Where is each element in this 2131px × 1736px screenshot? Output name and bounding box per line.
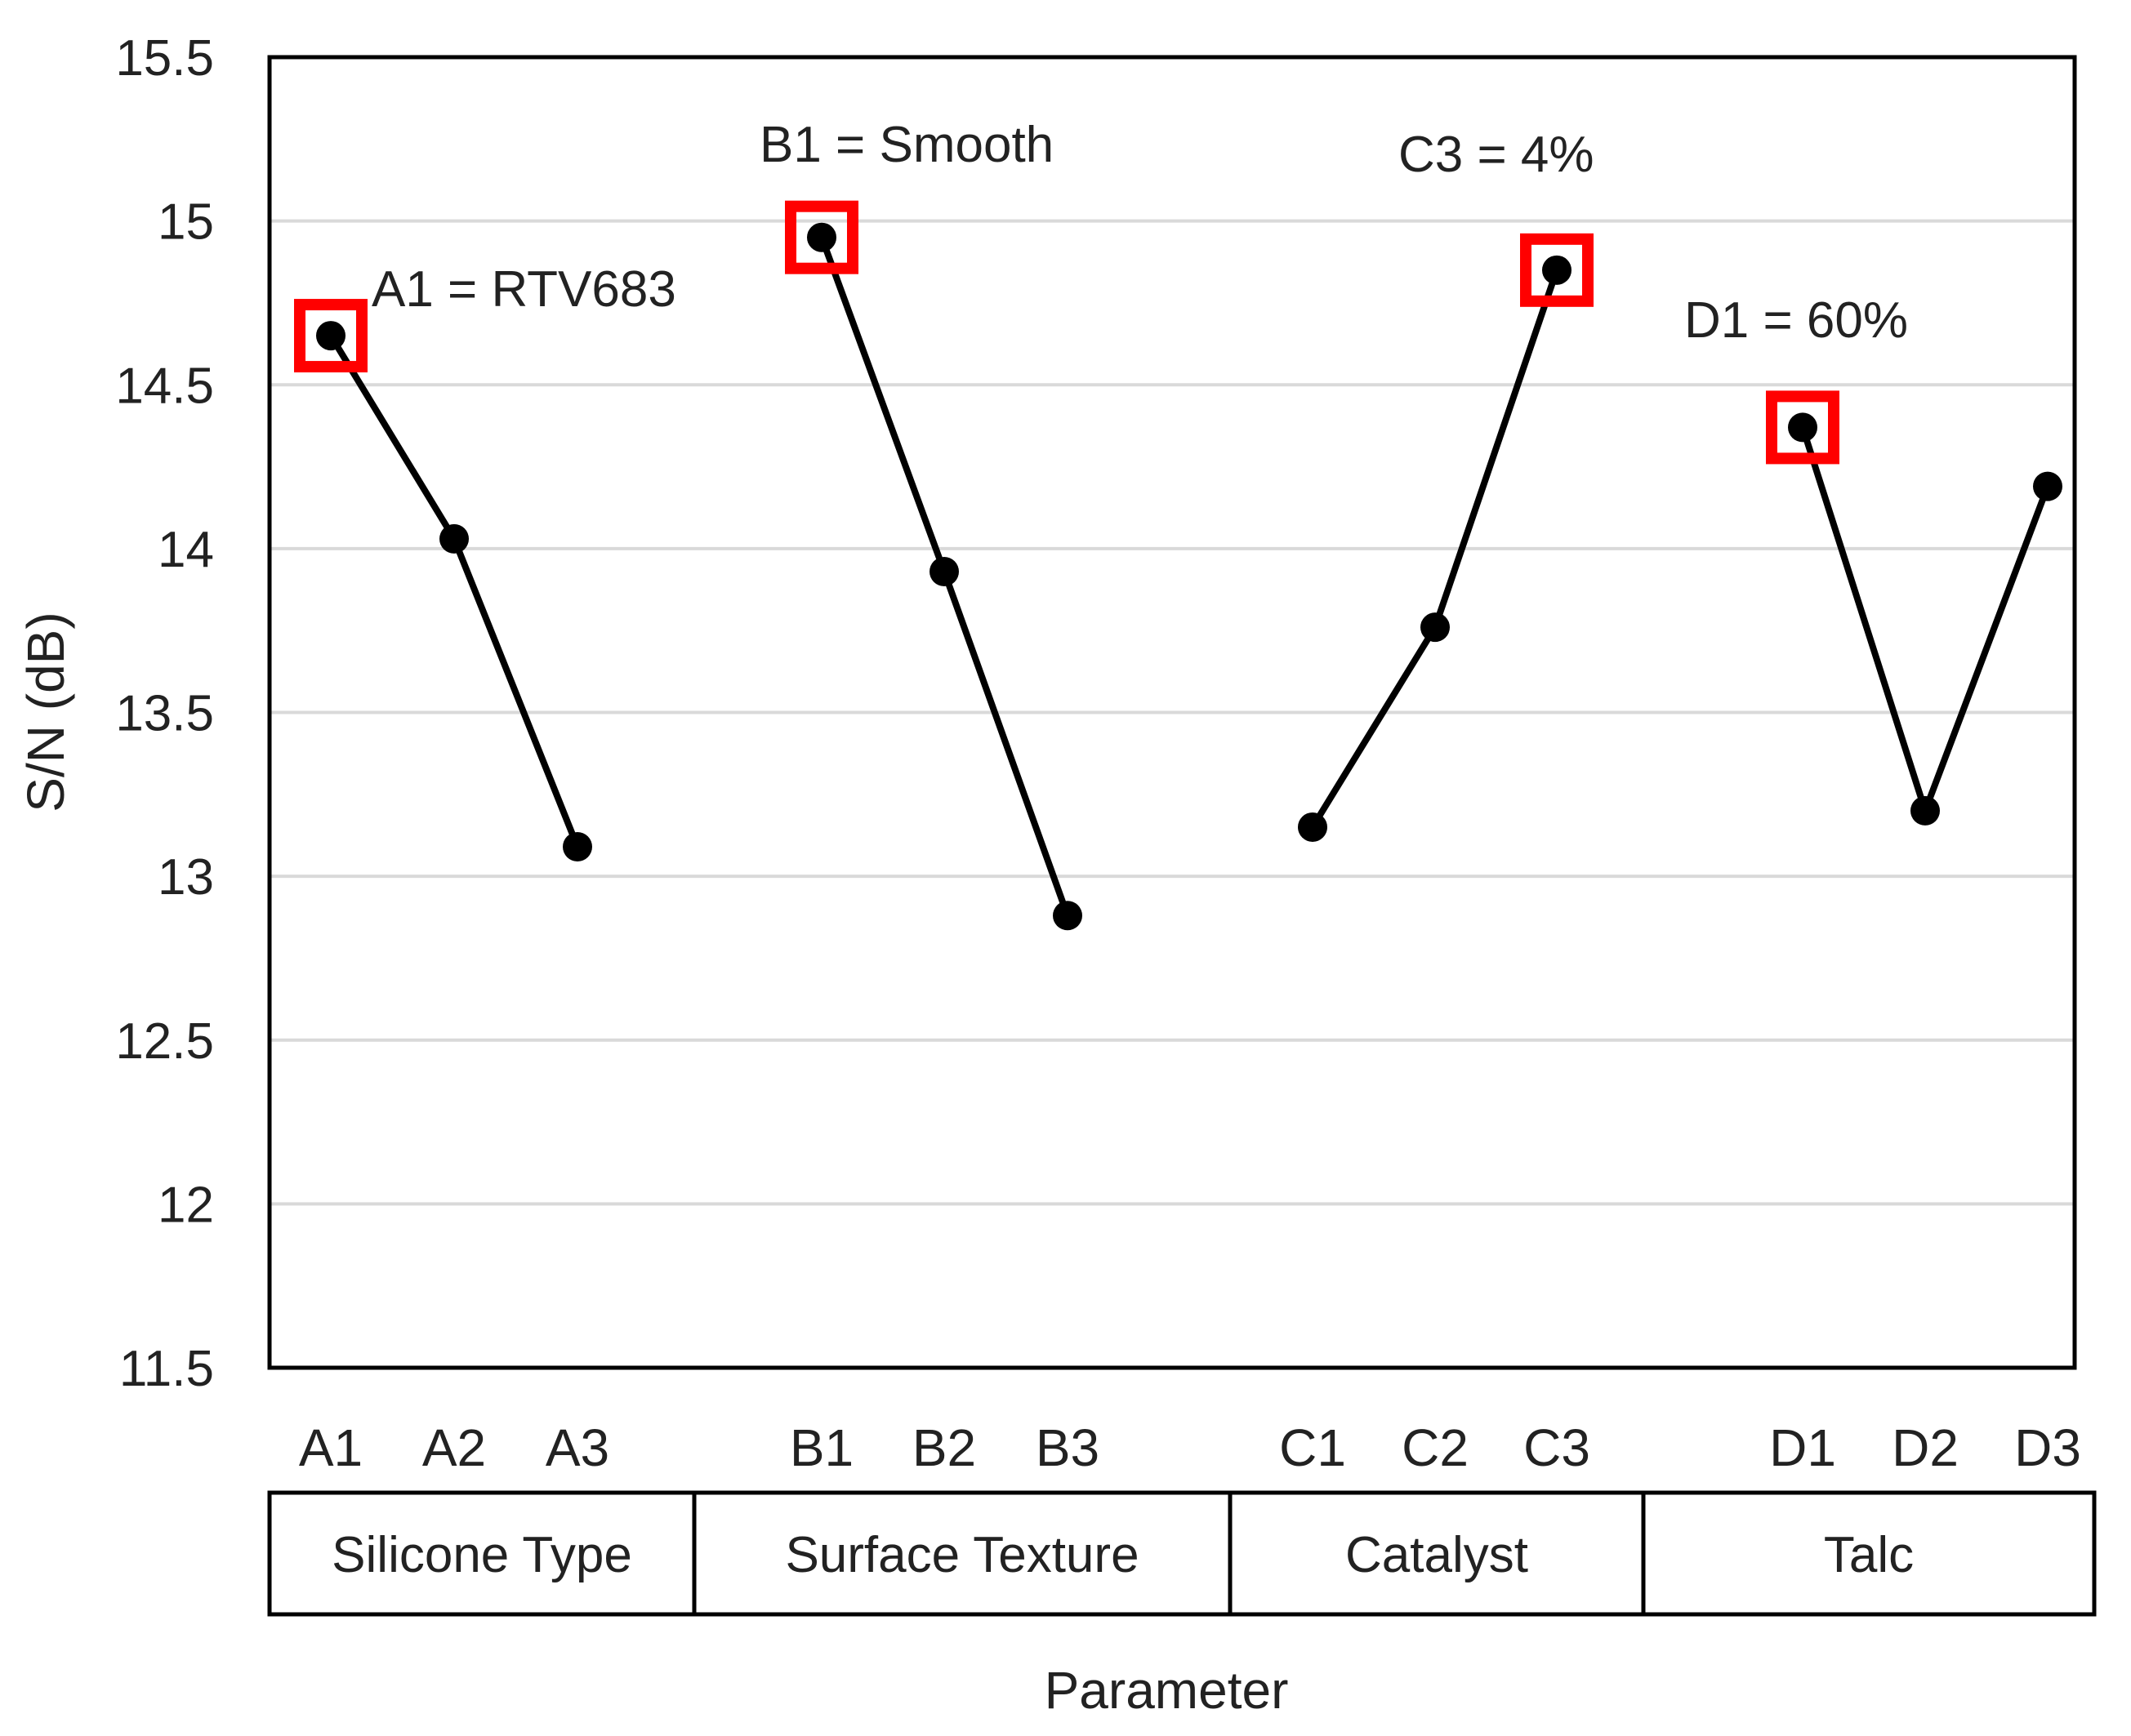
optimal-level-annotation: B1 = Smooth	[760, 117, 1054, 173]
x-tick-label: A1	[299, 1418, 363, 1477]
x-tick-label: D2	[1892, 1418, 1959, 1477]
x-tick-label: C2	[1402, 1418, 1469, 1477]
data-point	[930, 556, 959, 586]
y-tick-label: 15	[158, 194, 214, 251]
y-tick-label: 14	[158, 522, 214, 578]
category-group-label: Surface Texture	[785, 1527, 1139, 1583]
category-group-label: Talc	[1824, 1527, 1914, 1583]
y-axis-title: S/N (dB)	[16, 612, 75, 812]
data-point	[1298, 812, 1327, 842]
x-axis-ticks: A1 A2 A3 B1 B2 B3 C1 C2 C3 D1 D2 D3	[299, 1418, 2081, 1477]
data-point	[2033, 471, 2062, 501]
data-point	[1542, 255, 1572, 285]
series-line	[328, 333, 581, 848]
x-tick-label: A2	[422, 1418, 486, 1477]
optimal-level-marker	[1766, 390, 1839, 465]
optimal-level-marker	[1520, 233, 1594, 307]
series: A1 = RTV683 B1 = Smooth C3 = 4% D1 = 60%	[294, 117, 2062, 931]
x-tick-label: D1	[1769, 1418, 1836, 1477]
y-tick-label: 15.5	[115, 30, 214, 87]
y-tick-label: 12.5	[115, 1013, 214, 1070]
optimal-level-marker	[785, 200, 858, 274]
category-group-label: Silicone Type	[332, 1527, 632, 1583]
x-tick-label: D3	[2014, 1418, 2081, 1477]
data-point	[439, 523, 469, 554]
optimal-level-annotation: D1 = 60%	[1684, 292, 1908, 349]
data-point	[1910, 795, 1940, 826]
data-point	[1420, 612, 1450, 643]
x-tick-label: A3	[546, 1418, 609, 1477]
plot-frame	[267, 55, 2077, 1370]
category-groups: Silicone Type Surface Texture Catalyst Talc	[267, 1490, 2097, 1617]
y-tick-label: 13.5	[115, 686, 214, 742]
data-point	[316, 321, 346, 351]
y-tick-label: 14.5	[115, 358, 214, 414]
y-tick-label: 13	[158, 849, 214, 906]
gridlines	[270, 219, 2075, 1206]
x-axis-title: Parameter	[1045, 1661, 1289, 1720]
category-group-label: Catalyst	[1345, 1527, 1528, 1583]
x-tick-label: C3	[1523, 1418, 1590, 1477]
x-tick-label: C1	[1279, 1418, 1346, 1477]
series-line	[1799, 426, 2051, 814]
x-tick-label: B2	[912, 1418, 976, 1477]
data-point	[563, 832, 592, 862]
optimal-level-annotation: A1 = RTV683	[372, 261, 676, 318]
category-group-box	[1641, 1490, 2097, 1617]
x-tick-label: B1	[790, 1418, 854, 1477]
optimal-level-annotation: C3 = 4%	[1398, 127, 1594, 183]
y-tick-label: 11.5	[119, 1341, 214, 1397]
y-tick-label: 12	[158, 1177, 214, 1233]
data-point	[1788, 412, 1817, 443]
data-point	[807, 222, 836, 252]
optimal-level-marker	[294, 299, 368, 373]
y-axis-ticks: 11.5 12 12.5 13 13.5 14 14.5 15 15.5	[115, 30, 214, 1397]
x-tick-label: B3	[1036, 1418, 1099, 1477]
data-point	[1053, 901, 1082, 931]
